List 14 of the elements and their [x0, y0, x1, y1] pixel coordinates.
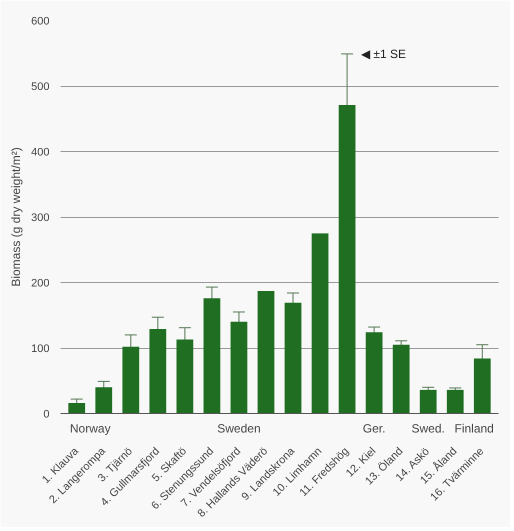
y-tick-label: 100: [31, 343, 50, 355]
text: Norway: [70, 422, 111, 436]
text: Ger.: [362, 422, 386, 436]
text: Sweden: [217, 422, 261, 436]
y-tick-label: 400: [31, 146, 50, 158]
y-tick-label: 200: [31, 278, 50, 290]
y-tick-label: 500: [31, 81, 50, 93]
y-tick-label: 0: [43, 408, 50, 420]
text: Swed.: [412, 422, 445, 436]
annotation: ◀ ±1 SE: [361, 46, 406, 61]
y-tick-label: 300: [31, 212, 50, 224]
y-tick-label: 600: [31, 16, 50, 28]
y-axis-title: Biomass (g dry weight/m²): [9, 147, 24, 287]
text: Finland: [454, 422, 494, 436]
